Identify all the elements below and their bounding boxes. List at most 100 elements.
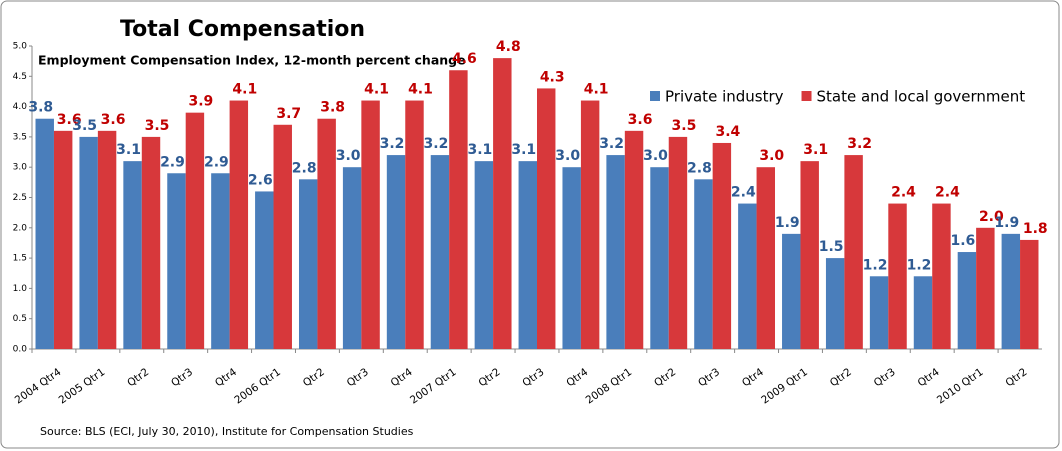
value-label: 2.9: [160, 154, 185, 170]
value-label: 2.4: [891, 185, 916, 201]
bar: [913, 276, 933, 349]
bar: [888, 203, 907, 349]
value-label: 2.9: [204, 154, 229, 170]
value-label: 2.8: [687, 160, 712, 176]
bar: [211, 173, 230, 349]
value-label: 3.2: [380, 136, 405, 152]
value-label: 2.4: [935, 185, 960, 201]
bar: [405, 100, 424, 349]
bar: [562, 167, 581, 349]
value-label: 3.4: [715, 124, 740, 140]
legend-label: Private industry: [665, 88, 784, 106]
value-label: 4.1: [408, 82, 433, 98]
value-label: 3.0: [643, 148, 668, 164]
value-label: 3.9: [189, 94, 214, 110]
bar: [53, 130, 73, 349]
value-label: 3.6: [57, 112, 82, 128]
bar: [580, 100, 600, 349]
bar: [97, 130, 117, 349]
bar: [782, 233, 801, 349]
value-label: 4.6: [452, 51, 477, 67]
bar: [342, 167, 362, 349]
y-tick-label: 5.0: [13, 42, 28, 52]
value-label: 1.6: [951, 233, 976, 249]
bar: [1001, 233, 1021, 349]
value-label: 2.8: [292, 160, 317, 176]
bar: [35, 118, 54, 349]
y-tick-label: 0.5: [13, 314, 27, 324]
value-label: 3.0: [336, 148, 361, 164]
bar: [650, 167, 669, 349]
bar: [606, 155, 625, 349]
bar: [537, 88, 556, 350]
value-label: 3.5: [672, 118, 697, 134]
bar: [430, 155, 450, 349]
value-label: 4.1: [232, 82, 257, 98]
value-label: 3.1: [511, 142, 536, 158]
value-label: 3.5: [72, 118, 97, 134]
bar: [449, 70, 468, 350]
value-label: 2.6: [248, 172, 273, 188]
value-label: 3.2: [424, 136, 449, 152]
bar: [474, 161, 494, 349]
bar: [123, 161, 142, 349]
value-label: 1.9: [775, 215, 800, 231]
value-label: 3.1: [116, 142, 141, 158]
y-tick-label: 1.0: [13, 284, 28, 294]
bar: [712, 142, 732, 349]
value-label: 3.8: [28, 100, 53, 116]
bar: [844, 155, 863, 349]
chart-title: Total Compensation: [120, 17, 365, 42]
value-label: 2.0: [979, 209, 1004, 225]
bar: [1020, 239, 1039, 349]
value-label: 4.3: [540, 69, 565, 85]
legend-label: State and local government: [817, 88, 1026, 106]
bar: [976, 227, 995, 349]
bar: [167, 173, 186, 349]
value-label: 3.5: [145, 118, 170, 134]
y-tick-label: 2.0: [13, 223, 28, 233]
bar: [756, 167, 776, 349]
value-label: 3.8: [320, 100, 345, 116]
value-label: 3.6: [628, 112, 653, 128]
bar: [386, 155, 406, 349]
y-tick-label: 1.5: [13, 254, 27, 264]
bar: [185, 112, 205, 349]
value-label: 3.1: [803, 142, 828, 158]
bar: [668, 136, 688, 349]
value-label: 1.8: [1023, 221, 1048, 237]
value-label: 1.5: [819, 239, 844, 255]
value-label: 2.4: [731, 185, 756, 201]
y-tick-label: 4.5: [13, 72, 27, 82]
bar: [317, 118, 336, 349]
y-tick-label: 2.5: [13, 193, 27, 203]
bar: [825, 258, 845, 349]
bar: [800, 161, 819, 349]
value-label: 3.0: [555, 148, 580, 164]
value-label: 4.8: [496, 39, 521, 55]
y-tick-label: 4.0: [13, 102, 28, 112]
bar: [869, 276, 889, 349]
y-tick-label: 3.5: [13, 132, 27, 142]
bar: [694, 179, 713, 349]
bar: [229, 100, 249, 349]
value-label: 3.0: [759, 148, 784, 164]
value-label: 3.2: [847, 136, 872, 152]
value-label: 1.2: [907, 257, 932, 273]
bar: [738, 203, 757, 349]
bar: [79, 136, 98, 349]
source-note: Source: BLS (ECI, July 30, 2010), Instit…: [40, 425, 414, 438]
value-label: 3.2: [599, 136, 624, 152]
value-label: 1.2: [863, 257, 888, 273]
bar: [141, 136, 161, 349]
legend-swatch: [650, 91, 660, 101]
bar: [493, 58, 512, 350]
y-tick-label: 0.0: [13, 345, 28, 355]
bar: [273, 124, 292, 349]
bar: [518, 161, 537, 349]
bar: [361, 100, 380, 349]
legend-swatch: [801, 91, 812, 101]
value-label: 1.9: [994, 215, 1019, 231]
